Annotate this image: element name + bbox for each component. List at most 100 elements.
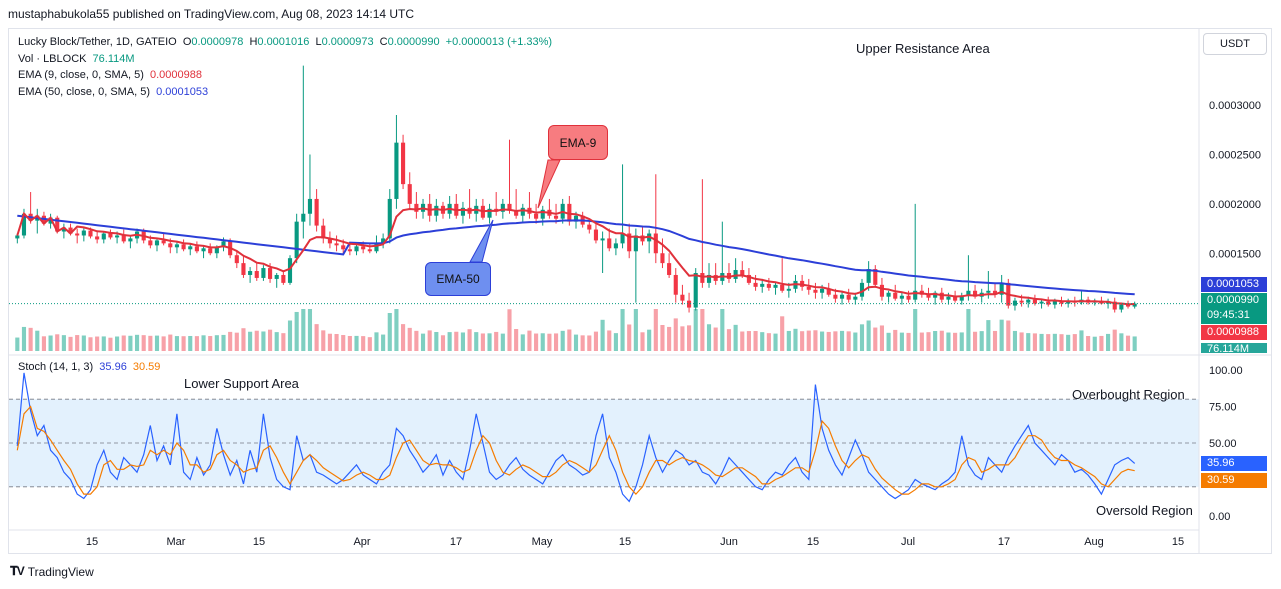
volume-bar <box>154 335 160 351</box>
candle-body <box>813 289 818 293</box>
candle-body <box>620 233 625 244</box>
volume-bar <box>61 335 66 351</box>
volume-bar <box>115 336 120 351</box>
upper-resistance-label: Upper Resistance Area <box>856 41 990 56</box>
volume-bar <box>367 337 372 351</box>
candle-body <box>55 217 60 232</box>
volume-bar <box>926 332 931 351</box>
volume-bar <box>826 331 831 351</box>
volume-bar <box>580 335 585 351</box>
time-tick-label: 15 <box>619 536 631 548</box>
volume-bar <box>41 336 46 351</box>
candle-body <box>899 295 904 299</box>
candle-body <box>926 294 931 298</box>
ema9-label[interactable]: EMA (9, close, 0, SMA, 5) <box>18 69 144 81</box>
volume-bar <box>1046 334 1051 351</box>
candle-body <box>128 238 133 242</box>
candle-body <box>347 249 352 252</box>
volume-bar <box>786 330 791 351</box>
candle-body <box>115 235 120 238</box>
volume-bar <box>687 325 692 351</box>
volume-bar <box>706 324 712 351</box>
volume-bar <box>95 336 100 351</box>
time-tick-label: Apr <box>353 536 370 548</box>
volume-bar <box>108 337 113 351</box>
candle-body <box>500 203 505 212</box>
ema9-callout[interactable]: EMA-9 <box>548 125 608 160</box>
countdown-label: 09:45:31 <box>1207 309 1250 321</box>
volume-bar <box>15 337 20 351</box>
ema50-callout[interactable]: EMA-50 <box>425 262 491 296</box>
candle-body <box>161 240 166 244</box>
volume-bar <box>1132 336 1137 351</box>
volume-bar <box>879 325 885 351</box>
candle-body <box>208 248 213 254</box>
volume-bar <box>1086 336 1091 351</box>
stoch-tick-label: 50.00 <box>1209 438 1237 450</box>
candle-body <box>673 274 678 295</box>
candle-body <box>946 296 951 300</box>
candle-body <box>826 288 831 295</box>
candle-body <box>101 233 106 240</box>
ema50-label[interactable]: EMA (50, close, 0, SMA, 5) <box>18 86 151 98</box>
volume-label[interactable]: Vol · LBLOCK <box>18 53 87 65</box>
volume-bar <box>673 318 678 351</box>
volume-bar <box>726 329 732 351</box>
volume-bar <box>334 334 339 351</box>
high-value: 0.0001016 <box>257 36 310 48</box>
volume-bar <box>420 333 426 351</box>
close-value: 0.0000990 <box>387 36 440 48</box>
candle-body <box>607 238 612 249</box>
volume-bar <box>853 332 858 351</box>
candle-body <box>294 221 299 259</box>
volume-bar <box>174 336 180 351</box>
stoch-k-price-label: 35.96 <box>1201 456 1267 471</box>
volume-bar <box>919 332 924 351</box>
candle-body <box>15 235 20 239</box>
ema50-value: 0.0001053 <box>156 86 209 98</box>
symbol-legend: Lucky Block/Tether, 1D, GATEIO O0.000097… <box>18 36 555 48</box>
candle-body <box>906 295 911 300</box>
candle-body <box>893 292 898 299</box>
candle-body <box>693 273 698 308</box>
candle-body <box>573 215 579 222</box>
symbol-title[interactable]: Lucky Block/Tether, 1D, GATEIO <box>18 36 177 48</box>
candle-body <box>61 227 66 232</box>
volume-bar <box>607 330 612 351</box>
volume-bar <box>321 330 326 351</box>
volume-bar <box>573 334 579 351</box>
volume-bar <box>647 329 652 351</box>
stoch-legend: Stoch (14, 1, 3) 35.96 30.59 <box>18 361 163 373</box>
volume-bar <box>507 309 512 351</box>
time-tick-label: Mar <box>167 536 186 548</box>
volume-bar <box>267 329 273 351</box>
low-value: 0.0000973 <box>321 36 374 48</box>
volume-bar <box>547 333 552 351</box>
volume-bar <box>700 309 705 351</box>
candle-body <box>839 294 845 299</box>
stoch-label[interactable]: Stoch (14, 1, 3) <box>18 361 94 373</box>
volume-bar <box>873 327 878 351</box>
currency-button[interactable]: USDT <box>1203 33 1267 55</box>
candle-body <box>653 233 658 254</box>
volume-bar <box>141 335 146 351</box>
candle-body <box>214 247 219 254</box>
volume-bar <box>766 333 771 351</box>
volume-bar <box>494 331 499 351</box>
volume-bar <box>181 336 186 351</box>
volume-bar <box>514 329 519 351</box>
candle-body <box>248 271 253 275</box>
volume-bar <box>101 336 106 351</box>
tradingview-brand[interactable]: 𝐓V TradingView <box>10 564 94 579</box>
volume-bar <box>228 331 233 351</box>
volume-bar <box>733 324 738 351</box>
candle-body <box>154 240 160 246</box>
volume-bar <box>520 334 525 351</box>
volume-bar <box>540 333 545 351</box>
volume-bar <box>1079 330 1084 351</box>
volume-bar <box>933 331 938 351</box>
candle-body <box>667 263 672 275</box>
volume-bar <box>1119 333 1124 351</box>
volume-bar <box>820 331 825 351</box>
